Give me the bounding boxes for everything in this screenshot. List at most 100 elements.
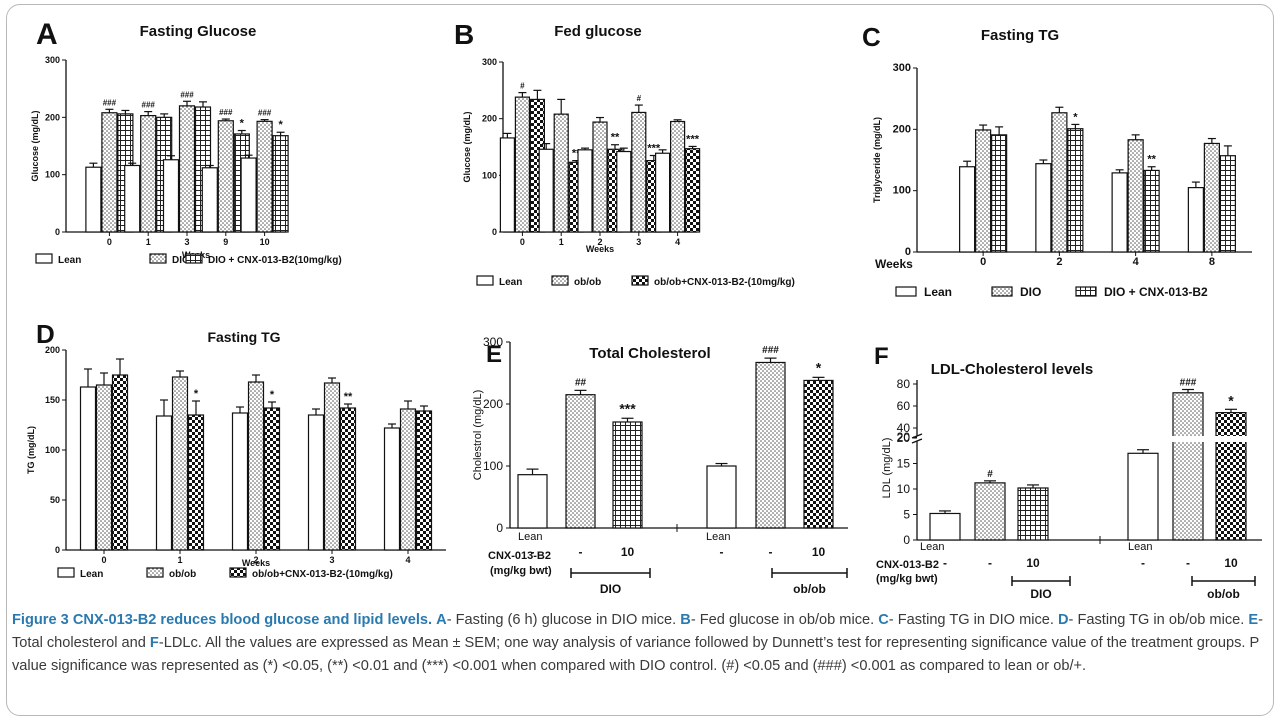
y-tick-label: 60: [897, 399, 911, 413]
x-tick-label: 3: [329, 555, 334, 565]
y-tick-label: 100: [45, 445, 60, 455]
bar: [95, 384, 113, 551]
bar: [612, 421, 643, 529]
bar: [399, 408, 417, 551]
bar: [1127, 139, 1144, 253]
bar: [240, 157, 257, 233]
legend-label: Lean: [80, 569, 103, 580]
y-tick-label: 100: [482, 170, 497, 180]
x-tick-label: 1: [559, 237, 564, 247]
bar: [669, 120, 686, 233]
panel-F: F LDL-Cholesterol levels2040608005101520L…: [874, 343, 1262, 601]
legend-label: DIO + CNX-013-B2: [1104, 285, 1208, 299]
x-tick-label: 0: [107, 237, 112, 247]
panel-letter: F: [874, 343, 889, 370]
y-tick-label: 15: [897, 457, 911, 471]
bar: [538, 148, 554, 233]
bar: [959, 166, 976, 253]
dose-value: -: [1141, 556, 1145, 570]
caption-text: - Total cholesterol and: [12, 612, 1263, 651]
legend-label: Lean: [58, 255, 81, 266]
bar: [201, 167, 218, 233]
group-label: ob/ob: [793, 582, 826, 596]
caption-panel-letter: D: [1058, 612, 1069, 628]
significance-mark: *: [194, 388, 199, 400]
bar: [124, 164, 141, 233]
caption-text: -LDLc. All the values are expressed as M…: [12, 635, 1259, 674]
significance-mark: *: [1073, 111, 1078, 123]
dose-value: -: [531, 545, 535, 559]
dose-title: CNX-013-B2: [488, 550, 551, 562]
caption-panel-letter: E: [1248, 612, 1259, 628]
bar: [415, 410, 433, 551]
dose-unit: (mg/kg bwt): [876, 573, 938, 585]
bar: [592, 121, 608, 233]
bar: [256, 120, 273, 233]
x-tick-label: 9: [223, 237, 228, 247]
group-label: DIO: [1030, 587, 1051, 601]
legend-label: DIO: [1020, 285, 1041, 299]
bar: [514, 96, 531, 233]
bar: [991, 134, 1008, 253]
bar: [684, 148, 701, 233]
significance-mark: ###: [1180, 378, 1197, 389]
x-tick-label: 3: [184, 237, 189, 247]
bar: [631, 111, 647, 233]
legend-swatch: [631, 275, 649, 286]
bar: [803, 379, 834, 529]
bar: [1067, 128, 1084, 253]
bar: [178, 105, 196, 233]
bar: [553, 113, 569, 233]
y-tick-label: 300: [893, 62, 911, 74]
chart-title: Fasting TG: [207, 329, 280, 345]
significance-mark: ##: [575, 377, 587, 388]
caption-title: Figure 3 CNX-013-B2 reduces blood glucos…: [12, 612, 433, 628]
caption-text: - Fasting TG in ob/ob mice.: [1068, 612, 1249, 628]
x-tick-label: 4: [405, 555, 410, 565]
bar: [217, 120, 234, 233]
bar: [565, 394, 596, 529]
y-axis-label: Glucose (mg/dL): [462, 111, 472, 182]
y-tick-label: 20: [897, 431, 911, 445]
y-tick-label: 100: [45, 170, 60, 180]
y-axis-label: Glucose (mg/dL): [30, 110, 40, 181]
dose-value: -: [720, 545, 724, 559]
x-tick-label: 10: [260, 237, 270, 247]
y-tick-label: 0: [905, 246, 911, 258]
legend-label: Lean: [924, 285, 952, 299]
legend-label: ob/ob+CNX-013-B2-(10mg/kg): [654, 277, 795, 288]
bar: [383, 427, 401, 551]
bar: [654, 152, 671, 233]
y-axis-label: Cholestrol (mg/dL): [472, 390, 484, 480]
bar: [187, 414, 205, 551]
figure-frame: [6, 4, 1274, 716]
x-tick-label: 2: [597, 237, 602, 247]
bar: [706, 465, 737, 529]
y-tick-label: 0: [492, 227, 497, 237]
panel-B: B Fed glucose 0 100 200 300 Glucose (mg/dL) Wee…: [454, 19, 795, 288]
x-tick-label: 0: [520, 237, 525, 247]
bar: [231, 412, 249, 551]
panel-letter: D: [36, 319, 55, 349]
axis-break-gap: [1214, 436, 1248, 442]
dose-value: -: [988, 556, 992, 570]
legend-swatch: [895, 286, 917, 297]
panel-letter: B: [454, 19, 474, 50]
significance-mark: #: [520, 82, 525, 91]
dose-value: 10: [812, 545, 826, 559]
panel-E: E Total Cholesterol 0 100 200 300 Cholestrol (…: [472, 335, 848, 596]
chart-title: Fed glucose: [554, 23, 642, 40]
y-tick-label: 50: [50, 495, 60, 505]
panel-D: D Fasting TG 0 50 100 150 200 TG (mg/dL) Weeks 0 1…: [26, 319, 446, 580]
bar: [263, 407, 281, 551]
caption-text: - Fasting (6 h) glucose in DIO mice.: [446, 612, 681, 628]
legend-swatch: [146, 567, 164, 578]
legend-label: DIO: [172, 255, 190, 266]
lean-label: Lean: [1128, 541, 1152, 553]
significance-mark: **: [572, 148, 581, 160]
y-tick-label: 10: [897, 482, 911, 496]
significance-mark: ###: [142, 101, 156, 110]
lean-label: Lean: [518, 531, 542, 543]
figure-caption: Figure 3 CNX-013-B2 reduces blood glucos…: [12, 609, 1272, 678]
